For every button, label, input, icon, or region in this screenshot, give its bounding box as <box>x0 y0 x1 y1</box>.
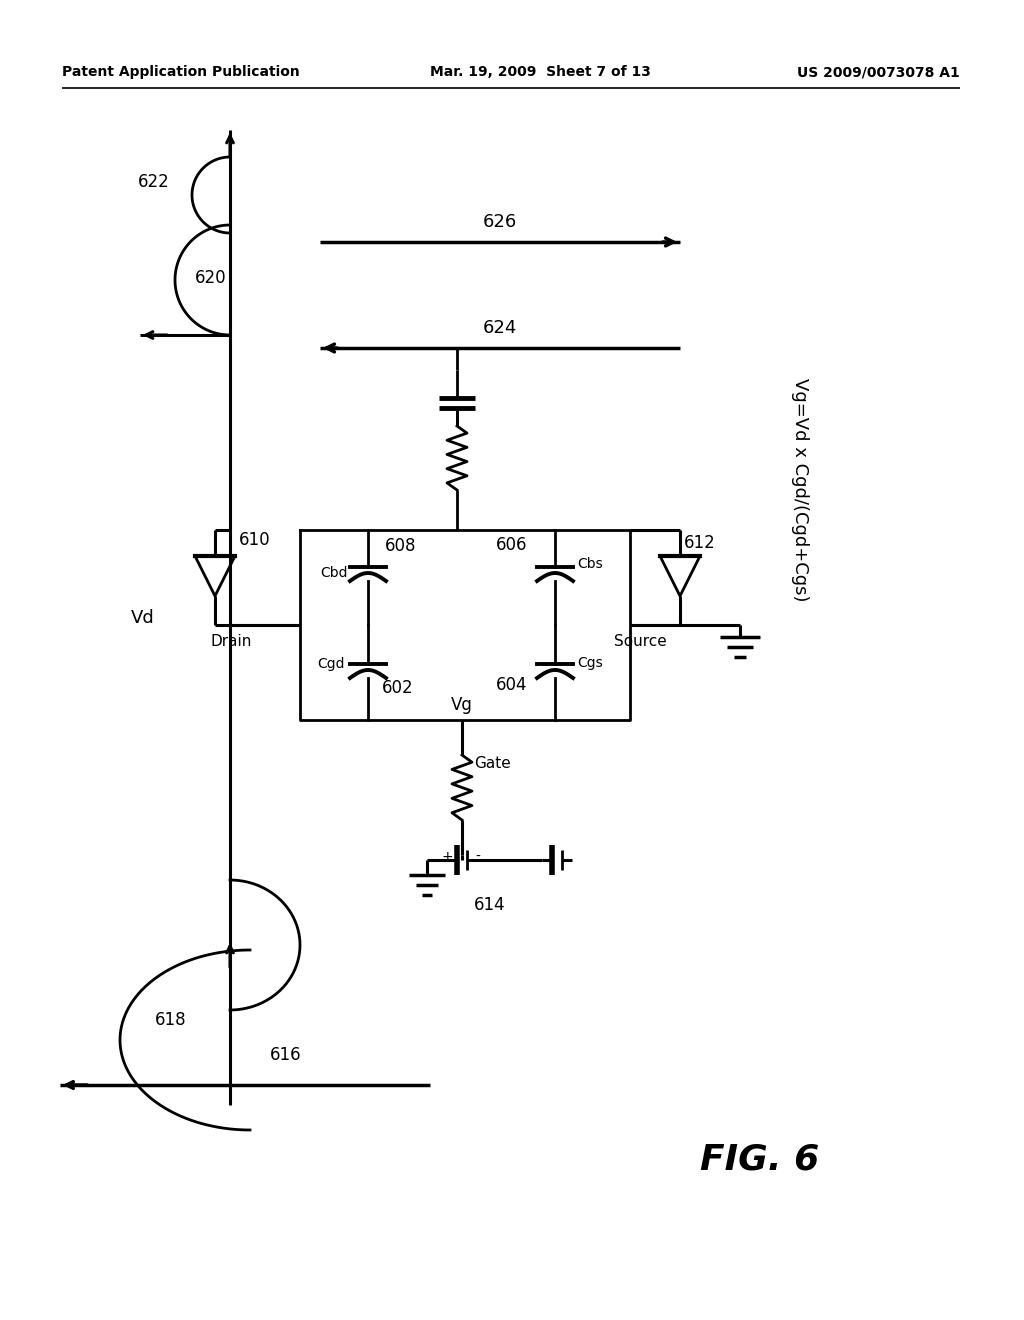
Text: 608: 608 <box>385 537 417 554</box>
Text: +: + <box>441 850 453 865</box>
Text: Vd: Vd <box>131 609 155 627</box>
Text: Drain: Drain <box>210 635 251 649</box>
Text: 606: 606 <box>496 536 527 554</box>
Text: Source: Source <box>614 635 667 649</box>
Text: 624: 624 <box>482 319 517 337</box>
Text: 616: 616 <box>270 1045 302 1064</box>
Text: 620: 620 <box>195 269 226 286</box>
Text: -: - <box>475 850 480 865</box>
Text: Cgs: Cgs <box>577 656 603 671</box>
Text: 614: 614 <box>474 896 506 913</box>
Text: 626: 626 <box>483 213 517 231</box>
Text: 612: 612 <box>684 535 716 552</box>
Text: US 2009/0073078 A1: US 2009/0073078 A1 <box>798 65 961 79</box>
Text: 610: 610 <box>240 531 270 549</box>
Text: Vg=Vd x Cgd/(Cgd+Cgs): Vg=Vd x Cgd/(Cgd+Cgs) <box>791 379 809 602</box>
Text: 602: 602 <box>382 678 414 697</box>
Text: 604: 604 <box>496 676 527 694</box>
Text: Vg: Vg <box>451 696 473 714</box>
Text: 622: 622 <box>138 173 170 191</box>
Text: Cbs: Cbs <box>577 557 603 572</box>
Text: Patent Application Publication: Patent Application Publication <box>62 65 300 79</box>
Text: Mar. 19, 2009  Sheet 7 of 13: Mar. 19, 2009 Sheet 7 of 13 <box>430 65 651 79</box>
Text: Cbd: Cbd <box>321 566 348 579</box>
Text: 618: 618 <box>155 1011 186 1030</box>
Text: Gate: Gate <box>474 755 511 771</box>
Text: Cgd: Cgd <box>317 657 345 671</box>
Text: FIG. 6: FIG. 6 <box>700 1143 819 1177</box>
